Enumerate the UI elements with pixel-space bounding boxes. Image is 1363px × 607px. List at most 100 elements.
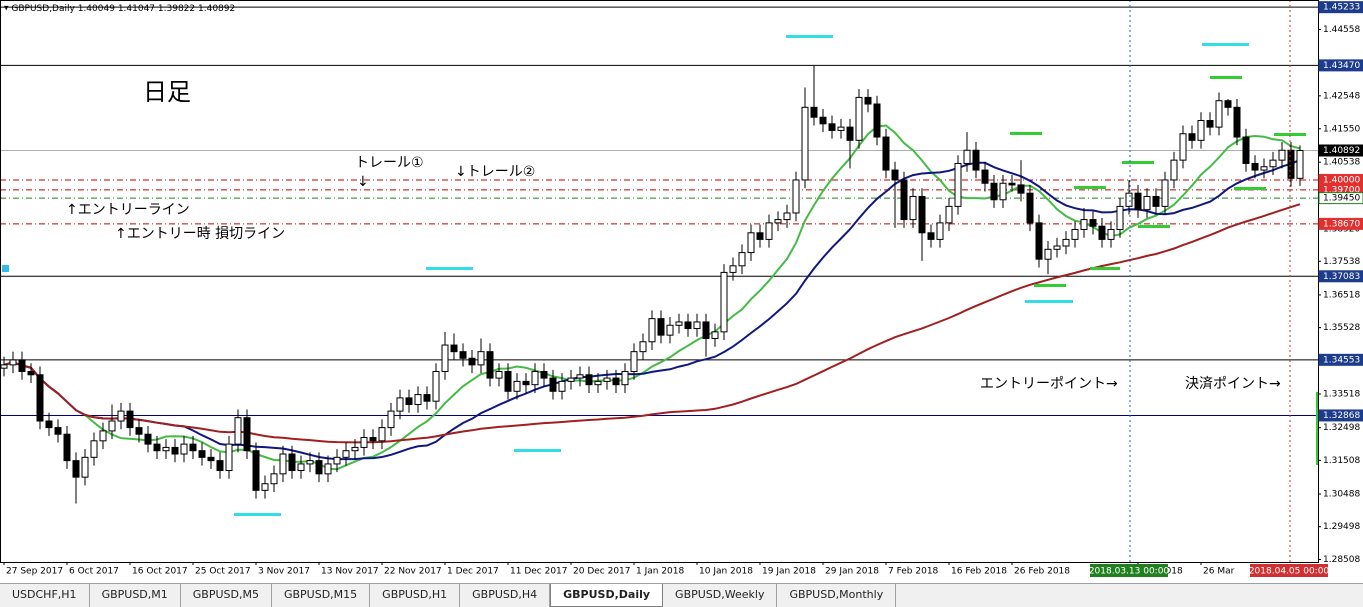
- candles: [0, 66, 1304, 504]
- candle-body: [873, 103, 881, 138]
- candle-body: [45, 420, 53, 429]
- candle-body: [1296, 150, 1304, 179]
- candle-body: [567, 377, 575, 382]
- y-tick-label: 1.28508: [1323, 555, 1360, 565]
- marker: [786, 35, 833, 38]
- candle-body: [162, 446, 170, 452]
- annotation: 決済ポイント→: [1185, 376, 1281, 392]
- y-tick-label: 1.31508: [1323, 456, 1360, 466]
- tab[interactable]: GBPUSD,Daily: [550, 584, 664, 607]
- candle-body: [1125, 192, 1133, 207]
- candle-body: [63, 433, 71, 462]
- x-tick-label: 22 Nov 2017: [384, 567, 442, 577]
- candle-body: [585, 374, 593, 386]
- candle-body: [306, 460, 314, 465]
- candle-body: [324, 463, 332, 475]
- candle-body: [261, 483, 269, 491]
- candle-body: [270, 473, 278, 485]
- y-tick-label: 1.40538: [1323, 158, 1360, 168]
- marker: [1210, 76, 1242, 79]
- candle-body: [378, 427, 386, 442]
- x-tick-label: 26 Mar: [1203, 567, 1235, 577]
- marker: [1090, 267, 1120, 270]
- candle-body: [999, 182, 1007, 201]
- candle-body: [936, 222, 944, 240]
- candle-body: [180, 443, 188, 455]
- candle-body: [387, 410, 395, 429]
- crosshair-box: [1090, 564, 1168, 577]
- y-tick-label: 1.36518: [1323, 290, 1360, 300]
- crosshair-box: [1250, 564, 1328, 577]
- candle-body: [963, 149, 971, 164]
- x-tick-label: 1 Jan 2018: [636, 567, 684, 577]
- candle-body: [1062, 238, 1070, 247]
- candle-body: [747, 232, 755, 254]
- candle-body: [297, 463, 305, 472]
- candle-body: [1278, 149, 1286, 161]
- level-box: [1318, 270, 1363, 283]
- candle-body: [1269, 159, 1277, 168]
- crosshair-label: 2018.04.05 00:00: [1249, 567, 1330, 577]
- tab[interactable]: GBPUSD,Monthly: [777, 584, 897, 607]
- candle-body: [0, 364, 8, 369]
- candle-body: [684, 321, 692, 330]
- candle-body: [360, 437, 368, 448]
- x-axis: 27 Sep 2017 6 Oct 2017 16 Oct 2017 25 Oct 2…: [3, 562, 1235, 577]
- candle-body: [1098, 225, 1106, 240]
- candle-body: [54, 427, 62, 435]
- candle-body: [702, 321, 710, 339]
- y-axis: 1.445581.425481.415501.405381.385201.375…: [1318, 1, 1363, 565]
- candle-body: [828, 123, 836, 131]
- x-tick-label: 16 Oct 2017: [132, 567, 188, 577]
- candle-body: [837, 126, 845, 131]
- candle-body: [1179, 133, 1187, 161]
- candle-body: [243, 417, 251, 452]
- x-tick-label: 6 Oct 2017: [69, 567, 119, 577]
- candle-body: [1017, 184, 1025, 194]
- tab[interactable]: GBPUSD,Weekly: [663, 584, 778, 607]
- level-box: [1318, 217, 1363, 230]
- x-tick-label: 7 Feb 2018: [888, 567, 939, 577]
- candle-body: [1089, 219, 1097, 227]
- plot-border: [0, 0, 1319, 563]
- candle-body: [207, 456, 215, 462]
- candle-body: [810, 106, 818, 118]
- tab[interactable]: GBPUSD,M5: [181, 584, 272, 607]
- candle-body: [504, 370, 512, 392]
- tab[interactable]: GBPUSD,H4: [460, 584, 551, 607]
- annotation: ↑エントリーライン: [66, 202, 190, 218]
- candle-body: [801, 106, 809, 181]
- marker: [426, 267, 473, 270]
- signal-markers: [2, 35, 1319, 516]
- candle-body: [27, 370, 35, 376]
- tab[interactable]: GBPUSD,H1: [370, 584, 461, 607]
- tab[interactable]: USDCHF,H1: [0, 584, 90, 607]
- candle-body: [333, 456, 341, 465]
- moving-averages: [3, 124, 1301, 471]
- candle-body: [99, 430, 107, 442]
- candle-body: [1197, 120, 1205, 141]
- candle-body: [126, 410, 134, 429]
- tab-bar: USDCHF,H1 GBPUSD,M1 GBPUSD,M5 GBPUSD,M15 GBP…: [0, 583, 1363, 607]
- candle-body: [1170, 159, 1178, 181]
- candle-body: [171, 446, 179, 455]
- tab[interactable]: GBPUSD,M15: [272, 584, 371, 607]
- candle-body: [279, 453, 287, 475]
- candle-body: [612, 377, 620, 386]
- candle-body: [468, 357, 476, 366]
- candle-body: [603, 377, 611, 382]
- candle-body: [1035, 222, 1043, 260]
- x-tick-label: 27 Sep 2017: [6, 567, 63, 577]
- candle-body: [1215, 100, 1223, 128]
- level-label: 1.37083: [1323, 272, 1360, 282]
- candle-body: [990, 182, 998, 201]
- x-tick-label: 19 Jan 2018: [762, 567, 816, 577]
- candle-body: [1188, 133, 1196, 141]
- tab[interactable]: GBPUSD,M1: [90, 584, 181, 607]
- marker: [1034, 284, 1066, 287]
- candle-body: [396, 397, 404, 412]
- levels: [0, 6, 1318, 416]
- symbol: GBPUSD,Daily: [11, 4, 75, 14]
- candle-body: [774, 219, 782, 224]
